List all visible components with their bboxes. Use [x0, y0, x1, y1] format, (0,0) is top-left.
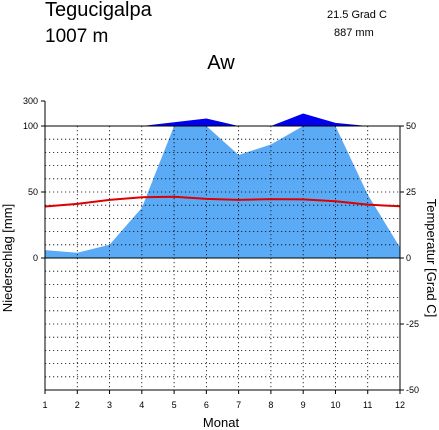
x-tick-label: 1 — [42, 400, 47, 410]
temp-tick-label: 0 — [406, 253, 411, 263]
x-tick-label: 2 — [75, 400, 80, 410]
y-axis-label-left: Niederschlag [mm] — [0, 204, 15, 312]
temp-axis-ticks: 50 25 0 -25 -50 — [400, 121, 419, 395]
annual-precipitation: 887 mm — [334, 27, 374, 39]
x-tick-label: 5 — [172, 400, 177, 410]
x-tick-label: 6 — [204, 400, 209, 410]
precip-tick-label: 50 — [28, 187, 38, 197]
precip-tick-label: 300 — [23, 96, 38, 106]
temp-tick-label: -50 — [406, 385, 419, 395]
x-tick-label: 11 — [363, 400, 372, 410]
precipitation-excess — [45, 113, 400, 126]
x-tick-label: 3 — [107, 400, 112, 410]
temperature-line — [44, 195, 401, 208]
temp-tick-label: 50 — [406, 121, 416, 131]
x-tick-label: 4 — [139, 400, 144, 410]
precipitation-fill — [45, 126, 400, 258]
temp-tick-label: -25 — [406, 319, 419, 329]
annual-temperature: 21.5 Grad C — [327, 9, 387, 21]
precip-tick-label: 100 — [23, 121, 38, 131]
station-name: Tegucigalpa — [45, 0, 153, 21]
x-axis-ticks: 1 2 3 4 5 6 7 8 9 10 11 12 — [42, 390, 405, 410]
precip-tick-label: 0 — [33, 253, 38, 263]
y-axis-label-right: Temperatur [Grad C] — [424, 199, 439, 318]
x-tick-label: 10 — [330, 400, 340, 410]
temp-tick-label: 25 — [406, 187, 416, 197]
precip-axis-ticks: 300 100 50 0 — [23, 96, 45, 263]
x-tick-label: 8 — [268, 400, 273, 410]
temperature-series — [44, 195, 401, 208]
x-tick-label: 7 — [236, 400, 241, 410]
climate-class: Aw — [207, 52, 235, 74]
x-axis-label: Monat — [203, 415, 240, 430]
x-tick-label: 12 — [395, 400, 405, 410]
station-elevation: 1007 m — [45, 26, 108, 47]
x-tick-label: 9 — [301, 400, 306, 410]
grid — [45, 126, 400, 390]
precipitation-area — [45, 113, 400, 258]
